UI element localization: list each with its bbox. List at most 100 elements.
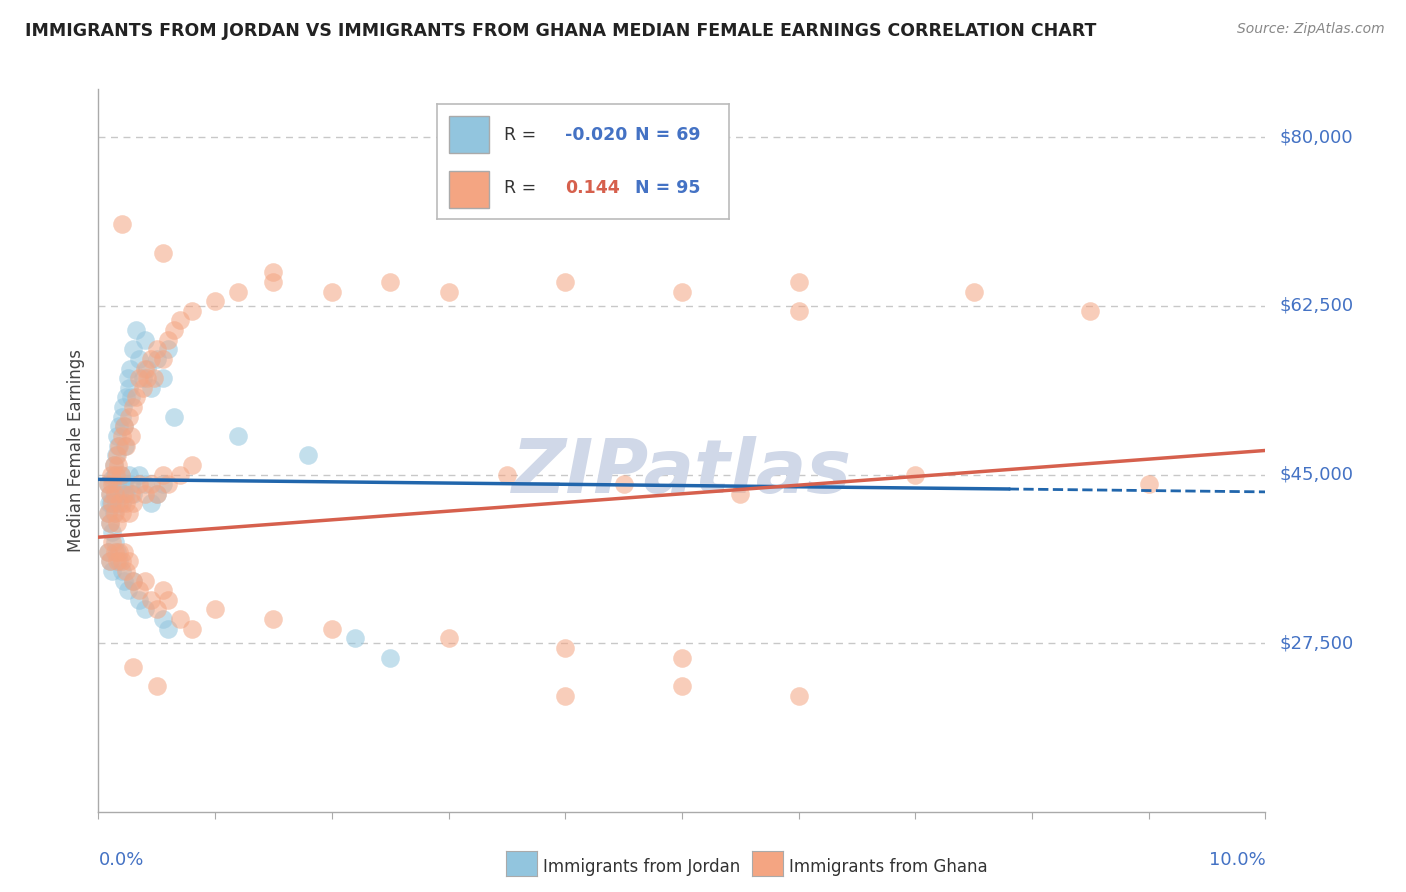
Point bbox=[139, 381, 162, 395]
Point bbox=[112, 544, 135, 558]
Point bbox=[97, 506, 120, 520]
Point bbox=[103, 458, 125, 472]
Point bbox=[134, 361, 156, 376]
Point bbox=[105, 544, 128, 558]
Point bbox=[228, 285, 250, 299]
Text: Immigrants from Jordan: Immigrants from Jordan bbox=[543, 858, 740, 876]
Point bbox=[122, 574, 145, 588]
Point bbox=[97, 477, 120, 491]
Point bbox=[1137, 477, 1160, 491]
Point bbox=[128, 371, 150, 385]
Point bbox=[380, 275, 402, 289]
Point bbox=[125, 391, 148, 405]
Point bbox=[136, 371, 159, 385]
Point bbox=[554, 689, 576, 703]
Point bbox=[111, 564, 134, 578]
Point bbox=[122, 660, 145, 674]
Point bbox=[152, 246, 174, 260]
Point bbox=[152, 477, 174, 491]
Point bbox=[139, 477, 162, 491]
Point bbox=[98, 554, 121, 568]
Point bbox=[105, 448, 128, 462]
Point bbox=[157, 592, 180, 607]
Point bbox=[97, 544, 120, 558]
Point bbox=[134, 477, 156, 491]
Point bbox=[104, 535, 127, 549]
Point bbox=[115, 496, 138, 510]
Point bbox=[100, 467, 122, 482]
Point bbox=[112, 487, 135, 501]
Point bbox=[118, 554, 141, 568]
Point bbox=[146, 602, 169, 616]
Point bbox=[671, 680, 693, 694]
Point bbox=[111, 217, 134, 231]
Point bbox=[111, 409, 134, 424]
Point bbox=[122, 496, 145, 510]
Point bbox=[143, 371, 166, 385]
Point bbox=[146, 351, 169, 366]
Point bbox=[105, 516, 128, 530]
Point bbox=[112, 419, 135, 434]
Point bbox=[122, 487, 145, 501]
Point bbox=[180, 622, 202, 636]
Point bbox=[98, 487, 121, 501]
Point bbox=[139, 592, 162, 607]
Point bbox=[98, 487, 121, 501]
Text: $80,000: $80,000 bbox=[1279, 128, 1353, 146]
Point bbox=[163, 323, 186, 337]
Point bbox=[204, 602, 226, 616]
Point bbox=[104, 448, 127, 462]
Point bbox=[104, 496, 127, 510]
Point bbox=[101, 535, 124, 549]
Point bbox=[97, 477, 120, 491]
Point bbox=[122, 574, 145, 588]
Point bbox=[120, 429, 142, 443]
Point bbox=[110, 467, 132, 482]
Point bbox=[128, 467, 150, 482]
Point bbox=[228, 429, 250, 443]
Point bbox=[122, 400, 145, 414]
Point bbox=[108, 487, 131, 501]
Point bbox=[117, 583, 139, 598]
Point bbox=[101, 496, 124, 510]
Point bbox=[115, 487, 138, 501]
Point bbox=[169, 612, 191, 626]
Point bbox=[112, 477, 135, 491]
Point bbox=[108, 496, 131, 510]
Point bbox=[163, 409, 186, 424]
Point bbox=[204, 294, 226, 309]
Point bbox=[115, 391, 138, 405]
Point bbox=[169, 313, 191, 327]
Point bbox=[105, 429, 128, 443]
Point bbox=[169, 467, 191, 482]
Point bbox=[112, 574, 135, 588]
Point bbox=[157, 477, 180, 491]
Point bbox=[98, 516, 121, 530]
Point bbox=[554, 275, 576, 289]
Point bbox=[118, 467, 141, 482]
Point bbox=[132, 371, 155, 385]
Text: 0.0%: 0.0% bbox=[98, 852, 143, 870]
Point bbox=[111, 429, 134, 443]
Point bbox=[122, 343, 145, 357]
Point bbox=[613, 477, 636, 491]
Point bbox=[97, 544, 120, 558]
Point bbox=[104, 467, 127, 482]
Point bbox=[671, 285, 693, 299]
Point bbox=[107, 458, 129, 472]
Point bbox=[120, 487, 142, 501]
Point bbox=[97, 496, 120, 510]
Point bbox=[100, 496, 122, 510]
Point bbox=[787, 275, 810, 289]
Point bbox=[104, 487, 127, 501]
Point bbox=[128, 351, 150, 366]
Point bbox=[104, 506, 127, 520]
Point bbox=[128, 477, 150, 491]
Point bbox=[114, 439, 136, 453]
Point bbox=[152, 371, 174, 385]
Point bbox=[125, 323, 148, 337]
Point bbox=[496, 467, 519, 482]
Point bbox=[787, 303, 810, 318]
Point bbox=[132, 381, 155, 395]
Text: $27,500: $27,500 bbox=[1279, 634, 1354, 652]
